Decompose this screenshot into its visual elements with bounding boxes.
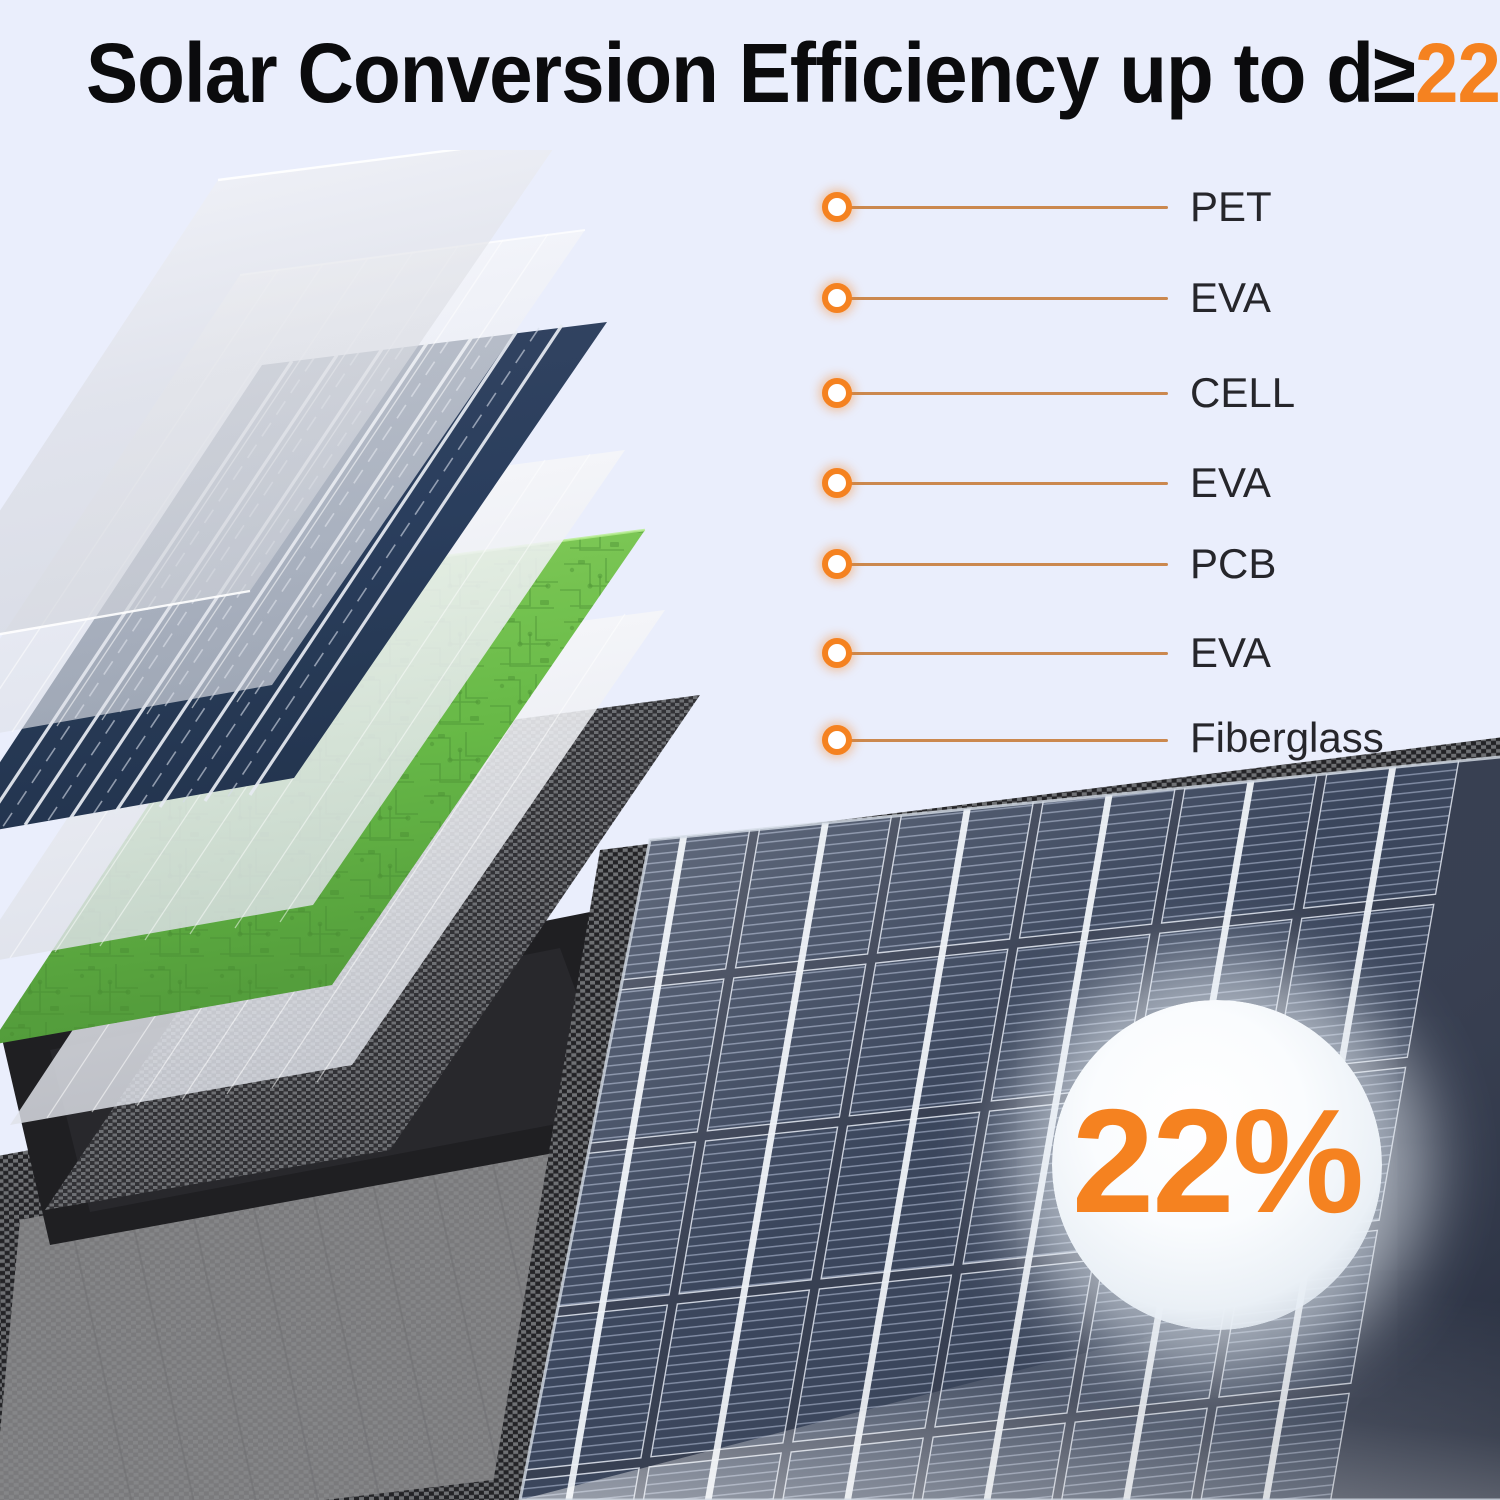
callout-label-eva-middle: EVA [1190,459,1271,506]
callout-line-cell [838,392,1168,395]
title-accent-value: 22% [1414,26,1500,120]
title-greater-equal-symbol: ≥ [1373,26,1416,120]
callout-line-pcb [838,563,1168,566]
callout-marker-eva-middle[interactable] [822,468,852,498]
callout-label-pcb: PCB [1190,540,1277,587]
efficiency-badge: 22% [1052,1000,1382,1330]
exploded-layer-stack [0,150,700,1210]
callout-line-pet [838,206,1168,209]
title-prefix: Solar Conversion Efficiency up to d [86,26,1374,120]
callout-marker-cell[interactable] [822,378,852,408]
page-title: Solar Conversion Efficiency up to d≥22% [86,28,1500,118]
callout-label-eva-top: EVA [1190,274,1271,321]
callout-marker-pet[interactable] [822,192,852,222]
callout-label-cell: CELL [1190,369,1296,416]
callout-label-fiberglass: Fiberglass [1190,714,1384,761]
callout-label-eva-bottom: EVA [1190,629,1271,676]
callout-line-eva-top [838,297,1168,300]
callout-marker-fiberglass[interactable] [822,725,852,755]
callout-label-pet: PET [1190,183,1272,230]
callout-marker-pcb[interactable] [822,549,852,579]
efficiency-badge-value: 22% [1071,1079,1364,1245]
callout-line-fiberglass [838,739,1168,742]
callout-line-eva-bottom [838,652,1168,655]
callout-marker-eva-top[interactable] [822,283,852,313]
callout-marker-eva-bottom[interactable] [822,638,852,668]
layer-pet [0,150,553,636]
callout-line-eva-middle [838,482,1168,485]
